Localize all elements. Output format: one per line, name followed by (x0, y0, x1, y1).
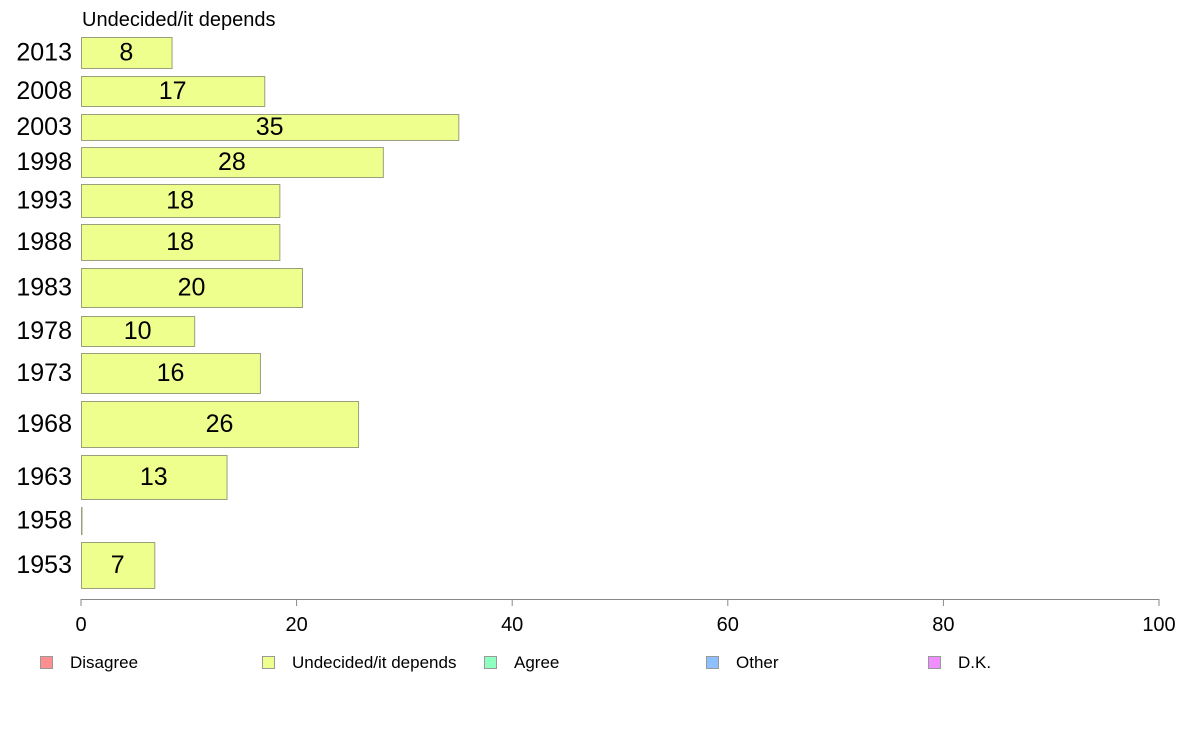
bar-value-label: 17 (159, 77, 187, 105)
bar-value-label: 18 (166, 228, 194, 256)
bar (81, 268, 303, 308)
x-tick-label: 100 (1142, 614, 1175, 636)
x-tick-label: 80 (932, 614, 954, 636)
year-label: 1973 (16, 359, 72, 387)
bar (81, 147, 384, 178)
legend-swatch (40, 656, 53, 669)
x-tick-label: 20 (285, 614, 307, 636)
bar-value-label: 13 (140, 463, 168, 491)
panel-title: Undecided/it depends (82, 9, 275, 31)
year-label: 1988 (16, 228, 72, 256)
bar-value-label: 16 (157, 359, 185, 387)
bar (81, 316, 196, 347)
legend-swatch (484, 656, 497, 669)
year-label: 1953 (16, 551, 72, 579)
bar (81, 507, 83, 535)
bar-value-label: 10 (124, 317, 152, 345)
bar (81, 542, 156, 589)
year-label: 1963 (16, 463, 72, 491)
x-tick-label: 60 (717, 614, 739, 636)
bar (81, 76, 266, 107)
x-tick-label: 0 (75, 614, 86, 636)
year-label: 1983 (16, 274, 72, 302)
legend: Disagree Undecided/it depends Agree Other D.… (40, 653, 991, 672)
year-label: 1993 (16, 187, 72, 215)
legend-label: D.K. (958, 653, 991, 672)
legend-label: Agree (514, 653, 559, 672)
bar-value-label: 20 (178, 274, 206, 302)
year-label: 1978 (16, 317, 72, 345)
year-label: 1958 (16, 507, 72, 535)
x-axis: 0 20 40 60 80 100 (75, 599, 1176, 636)
legend-label: Other (736, 653, 779, 672)
legend-label: Undecided/it depends (292, 653, 456, 672)
year-label: 2013 (16, 39, 72, 67)
bar (81, 184, 281, 218)
legend-label: Disagree (70, 653, 138, 672)
legend-swatch (262, 656, 275, 669)
bar (81, 401, 360, 448)
legend-swatch (928, 656, 941, 669)
year-label: 2008 (16, 77, 72, 105)
bar-value-label: 7 (111, 551, 125, 579)
year-label: 1968 (16, 410, 72, 438)
bar (81, 455, 228, 500)
bar-value-label: 28 (218, 148, 246, 176)
bar-value-label: 18 (166, 187, 194, 215)
bar (81, 353, 261, 394)
bar-value-label: 8 (119, 39, 133, 67)
bar (81, 224, 281, 261)
bar (81, 114, 460, 141)
legend-swatch (706, 656, 719, 669)
bar (81, 37, 173, 69)
year-label: 1998 (16, 148, 72, 176)
year-label: 2003 (16, 113, 72, 141)
x-tick-label: 40 (501, 614, 523, 636)
bar-value-label: 35 (256, 113, 284, 141)
bar-value-label: 26 (206, 410, 234, 438)
